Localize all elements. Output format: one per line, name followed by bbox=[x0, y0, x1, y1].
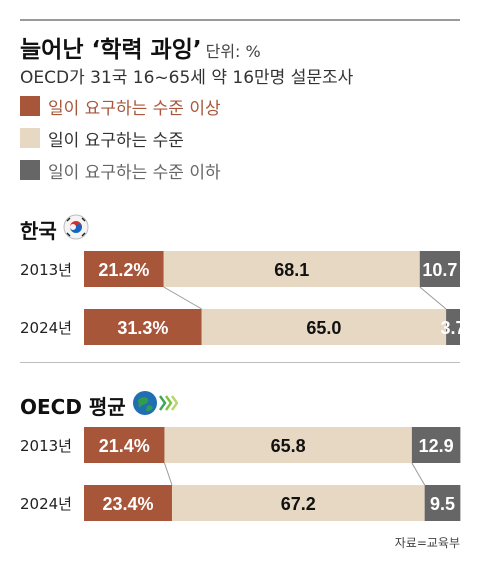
bar-label-above-1-0: 21.4% bbox=[99, 436, 150, 456]
legend-item-match: 일이 요구하는 수준 bbox=[20, 127, 184, 151]
bar-segment-above-1-1 bbox=[84, 485, 172, 521]
bar-segment-above-0-1 bbox=[84, 309, 202, 345]
bar-segment-below-1-0 bbox=[411, 427, 461, 463]
bar-segment-match-1-0 bbox=[164, 427, 412, 463]
year-label-0-0: 2013년 bbox=[20, 261, 72, 279]
section-title-korea: 한국 bbox=[20, 214, 89, 245]
bar-label-match-1-0: 65.8 bbox=[271, 436, 306, 456]
unit-label: 단위: % bbox=[205, 42, 261, 61]
oecd-logo-icon bbox=[132, 390, 179, 421]
bar-segment-match-0-1 bbox=[201, 309, 447, 345]
section-divider bbox=[20, 362, 460, 363]
source-note: 자료=교육부 bbox=[394, 536, 460, 550]
legend-label-above: 일이 요구하는 수준 이상 bbox=[48, 98, 221, 119]
connector-line-1-1 bbox=[411, 462, 426, 486]
section-label-oecd: OECD 평균 bbox=[20, 395, 126, 419]
bar-label-below-0-1: 3.7 bbox=[441, 318, 466, 338]
bar-segment-below-0-1 bbox=[446, 309, 460, 345]
chart-title: 늘어난 ‘학력 과잉’ 단위: % bbox=[20, 30, 261, 64]
bar-segment-match-1-1 bbox=[171, 485, 425, 521]
bar-label-below-0-0: 10.7 bbox=[422, 260, 457, 280]
bar-segment-above-1-0 bbox=[84, 427, 165, 463]
korea-flag-icon bbox=[63, 214, 89, 245]
legend-label-match: 일이 요구하는 수준 bbox=[48, 130, 184, 151]
bar-label-below-1-1: 9.5 bbox=[430, 494, 455, 514]
bar-label-below-1-0: 12.9 bbox=[419, 436, 454, 456]
top-rule bbox=[20, 19, 460, 21]
connector-line-1-0 bbox=[163, 462, 173, 486]
legend-swatch-above bbox=[20, 96, 40, 116]
section-label-korea: 한국 bbox=[20, 219, 57, 243]
bar-label-above-0-1: 31.3% bbox=[117, 318, 168, 338]
legend-swatch-below bbox=[20, 160, 40, 180]
legend-item-below: 일이 요구하는 수준 이하 bbox=[20, 159, 221, 183]
bar-label-match-1-1: 67.2 bbox=[281, 494, 316, 514]
year-label-1-0: 2013년 bbox=[20, 437, 72, 455]
connector-line-0-0 bbox=[163, 286, 202, 310]
legend-swatch-match bbox=[20, 128, 40, 148]
title-text: 늘어난 ‘학력 과잉’ bbox=[20, 37, 202, 63]
section-title-oecd: OECD 평균 bbox=[20, 390, 179, 421]
year-label-1-1: 2024년 bbox=[20, 495, 72, 513]
chart-subtitle: OECD가 31국 16~65세 약 16만명 설문조사 bbox=[20, 68, 354, 88]
bar-label-match-0-0: 68.1 bbox=[274, 260, 309, 280]
bar-segment-above-0-0 bbox=[84, 251, 164, 287]
bar-label-above-1-1: 23.4% bbox=[102, 494, 153, 514]
connector-line-0-1 bbox=[419, 286, 447, 310]
legend-item-above: 일이 요구하는 수준 이상 bbox=[20, 95, 221, 119]
bar-segment-below-1-1 bbox=[424, 485, 461, 521]
bar-label-match-0-1: 65.0 bbox=[306, 318, 341, 338]
legend-label-below: 일이 요구하는 수준 이하 bbox=[48, 162, 221, 183]
bar-label-above-0-0: 21.2% bbox=[98, 260, 149, 280]
bar-segment-below-0-0 bbox=[419, 251, 460, 287]
bar-segment-match-0-0 bbox=[163, 251, 420, 287]
year-label-0-1: 2024년 bbox=[20, 319, 72, 337]
